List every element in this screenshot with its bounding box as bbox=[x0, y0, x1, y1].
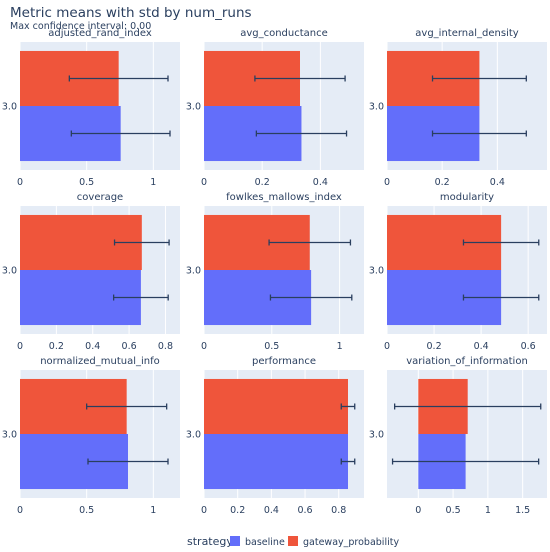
x-tick-label: 1 bbox=[150, 177, 156, 188]
x-tick-label: 0.4 bbox=[85, 341, 100, 352]
y-tick-label: 3.0 bbox=[2, 430, 17, 441]
y-tick-label: 3.0 bbox=[369, 266, 384, 277]
subplot-grid: 0 0.5 1 adjusted_rand_index 3.0 0 0.2 0.4 avg_co… bbox=[2, 28, 547, 516]
figure-subtitle: Max confidence interval: 0.00 bbox=[10, 21, 151, 32]
x-tick-label: 0.6 bbox=[122, 341, 137, 352]
x-tick-label: 0.4 bbox=[474, 341, 489, 352]
subplot-title: fowlkes_mallows_index bbox=[226, 192, 342, 203]
x-tick-label: 0.6 bbox=[297, 505, 312, 516]
x-tick-label: 0.5 bbox=[79, 505, 94, 516]
subplot-title: normalized_mutual_info bbox=[40, 356, 160, 367]
bar-baseline[interactable] bbox=[204, 434, 348, 490]
x-tick-label: 0.5 bbox=[264, 341, 279, 352]
subplot-title: avg_internal_density bbox=[415, 28, 519, 39]
x-tick-label: 0.8 bbox=[158, 341, 173, 352]
x-tick-label: 0 bbox=[17, 341, 23, 352]
legend: strategy baseline gateway_probability bbox=[187, 535, 399, 548]
x-tick-label: 0.5 bbox=[79, 177, 94, 188]
y-tick-label: 3.0 bbox=[186, 266, 201, 277]
y-tick-label: 3.0 bbox=[186, 102, 201, 113]
x-tick-label: 0.2 bbox=[435, 177, 450, 188]
subplot-title: performance bbox=[252, 356, 316, 367]
subplot-performance: 0 0.2 0.4 0.6 0.8 performance 3.0 bbox=[186, 356, 364, 516]
y-tick-label: 3.0 bbox=[2, 266, 17, 277]
x-tick-label: 1.5 bbox=[515, 505, 530, 516]
subplot-title: variation_of_information bbox=[406, 356, 528, 367]
x-tick-label: 0 bbox=[415, 505, 421, 516]
subplot-variation-of-information: 0 0.5 1 1.5 variation_of_information 3.0 bbox=[369, 356, 547, 516]
x-tick-label: 0 bbox=[17, 177, 23, 188]
y-tick-label: 3.0 bbox=[369, 102, 384, 113]
x-tick-label: 0.4 bbox=[264, 505, 279, 516]
x-tick-label: 1 bbox=[485, 505, 491, 516]
y-tick-label: 3.0 bbox=[186, 430, 201, 441]
x-tick-label: 0.5 bbox=[446, 505, 461, 516]
subplot-modularity: 0 0.2 0.4 0.6 modularity 3.0 bbox=[369, 192, 547, 352]
legend-title: strategy bbox=[187, 535, 233, 548]
x-tick-label: 0.2 bbox=[49, 341, 64, 352]
legend-label-gateway-probability[interactable]: gateway_probability bbox=[303, 537, 399, 548]
x-tick-label: 0 bbox=[384, 341, 390, 352]
subplot-normalized-mutual-info: 0 0.5 1 normalized_mutual_info 3.0 bbox=[2, 356, 180, 516]
subplot-title: coverage bbox=[77, 192, 123, 203]
subplot-fowlkes-mallows-index: 0 0.5 1 fowlkes_mallows_index 3.0 bbox=[186, 192, 364, 352]
x-tick-label: 0.4 bbox=[313, 177, 328, 188]
legend-swatch-gateway-probability[interactable] bbox=[288, 536, 298, 546]
subplot-avg-conductance: 0 0.2 0.4 avg_conductance 3.0 bbox=[186, 28, 364, 188]
legend-swatch-baseline[interactable] bbox=[230, 536, 240, 546]
subplot-coverage: 0 0.2 0.4 0.6 0.8 coverage 3.0 bbox=[2, 192, 180, 352]
x-tick-label: 0.2 bbox=[255, 177, 270, 188]
subplot-adjusted-rand-index: 0 0.5 1 adjusted_rand_index 3.0 bbox=[2, 28, 180, 188]
subplot-avg-internal-density: 0 0.2 0.4 avg_internal_density 3.0 bbox=[369, 28, 547, 188]
subplot-title: adjusted_rand_index bbox=[48, 28, 152, 39]
x-tick-label: 0 bbox=[17, 505, 23, 516]
x-tick-label: 0.8 bbox=[331, 505, 346, 516]
x-tick-label: 1 bbox=[337, 341, 343, 352]
x-tick-label: 0 bbox=[201, 341, 207, 352]
legend-label-baseline[interactable]: baseline bbox=[245, 537, 285, 548]
x-tick-label: 1 bbox=[150, 505, 156, 516]
x-tick-label: 0.4 bbox=[490, 177, 505, 188]
figure-title: Metric means with std by num_runs bbox=[10, 5, 252, 21]
subplot-title: modularity bbox=[440, 192, 494, 203]
x-tick-label: 0.2 bbox=[230, 505, 245, 516]
y-tick-label: 3.0 bbox=[369, 430, 384, 441]
y-tick-label: 3.0 bbox=[2, 102, 17, 113]
subplot-title: avg_conductance bbox=[240, 28, 328, 39]
bar-gateway-probability[interactable] bbox=[204, 378, 348, 434]
x-tick-label: 0 bbox=[201, 505, 207, 516]
x-tick-label: 0.2 bbox=[427, 341, 442, 352]
x-tick-label: 0 bbox=[384, 177, 390, 188]
x-tick-label: 0 bbox=[201, 177, 207, 188]
x-tick-label: 0.6 bbox=[521, 341, 536, 352]
